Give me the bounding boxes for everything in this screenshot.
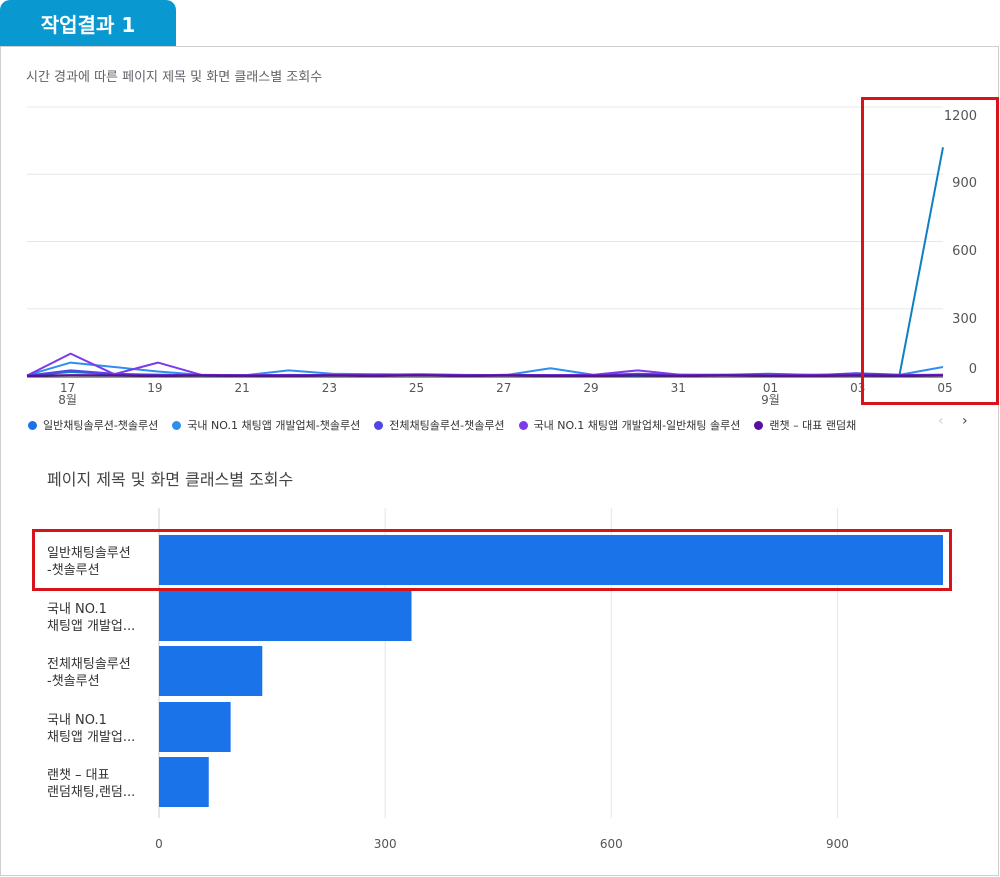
line-x-tick-label: 25 bbox=[409, 381, 424, 395]
bar-category-label: 국내 NO.1 bbox=[47, 602, 107, 617]
legend-label: 전체채팅솔루션-챗솔루션 bbox=[389, 419, 505, 432]
line-x-tick-label: 01 bbox=[763, 381, 778, 395]
legend-item[interactable]: 국내 NO.1 채팅앱 개발업체-챗솔루션 bbox=[172, 417, 360, 433]
bar-category-label: 국내 NO.1 bbox=[47, 713, 107, 728]
legend-label: 국내 NO.1 채팅앱 개발업체-챗솔루션 bbox=[187, 419, 361, 432]
bar-category-label: 전체채팅솔루션 bbox=[47, 657, 131, 672]
bar bbox=[159, 702, 231, 752]
line-x-tick-label: 21 bbox=[234, 381, 249, 395]
bar-x-tick-label: 300 bbox=[374, 837, 397, 851]
legend-item[interactable]: 국내 NO.1 채팅앱 개발업체-일반채팅 솔루션 bbox=[518, 417, 741, 433]
line-month-label: 8월 bbox=[58, 393, 77, 407]
line-chart-title: 시간 경과에 따른 페이지 제목 및 화면 클래스별 조회수 bbox=[26, 70, 323, 85]
legend-label: 일반채팅솔루션-챗솔루션 bbox=[43, 419, 159, 432]
legend-dot-icon bbox=[374, 420, 384, 430]
bar-x-tick-label: 600 bbox=[600, 837, 623, 851]
line-y-tick-label: 0 bbox=[969, 362, 977, 377]
bar-category-label: -챗솔루션 bbox=[47, 563, 100, 578]
bar-category-label: 채팅앱 개발업... bbox=[47, 730, 135, 745]
legend-item[interactable]: 랜챗 – 대표 랜덤채 bbox=[754, 417, 856, 433]
bar bbox=[159, 646, 263, 696]
line-series bbox=[26, 374, 944, 377]
legend-prev-icon[interactable]: ‹ bbox=[938, 413, 944, 429]
line-y-tick-label: 600 bbox=[952, 244, 977, 259]
line-x-tick-label: 27 bbox=[496, 381, 511, 395]
bar-chart-title: 페이지 제목 및 화면 클래스별 조회수 bbox=[47, 470, 294, 489]
legend-dot-icon bbox=[28, 420, 37, 430]
line-y-tick-label: 900 bbox=[952, 176, 977, 191]
bar-category-label: 일반채팅솔루션 bbox=[47, 546, 131, 561]
highlight-box-top-bar bbox=[32, 529, 952, 591]
line-chart-legend: 일반채팅솔루션-챗솔루션 국내 NO.1 채팅앱 개발업체-챗솔루션 전체채팅솔루션… bbox=[28, 414, 948, 436]
line-x-tick-label: 23 bbox=[322, 381, 337, 395]
legend-label: 국내 NO.1 채팅앱 개발업체-일반채팅 솔루션 bbox=[533, 419, 741, 432]
bar-category-label: 랜챗 – 대표 bbox=[47, 768, 110, 783]
bar bbox=[159, 757, 209, 807]
line-month-label: 9월 bbox=[761, 393, 780, 407]
legend-next-icon[interactable]: › bbox=[962, 413, 968, 429]
line-x-tick-label: 05 bbox=[937, 381, 952, 395]
report-panel bbox=[0, 46, 999, 876]
line-x-tick-label: 19 bbox=[147, 381, 162, 395]
bar-x-tick-label: 0 bbox=[155, 837, 163, 851]
legend-dot-icon bbox=[172, 420, 182, 430]
legend-dot-icon bbox=[518, 420, 528, 430]
legend-label: 랜챗 – 대표 랜덤채 bbox=[769, 419, 857, 432]
bar bbox=[159, 591, 412, 641]
bar-category-label: -챗솔루션 bbox=[47, 674, 100, 689]
highlight-box-spike bbox=[861, 97, 999, 405]
legend-item[interactable]: 일반채팅솔루션-챗솔루션 bbox=[28, 417, 158, 433]
bar-category-label: 랜덤채팅,랜덤... bbox=[47, 785, 135, 800]
line-x-tick-label: 17 bbox=[60, 381, 75, 395]
bar bbox=[159, 535, 943, 585]
bar-x-tick-label: 900 bbox=[826, 837, 849, 851]
line-y-tick-label: 300 bbox=[952, 312, 977, 327]
legend-item[interactable]: 전체채팅솔루션-챗솔루션 bbox=[374, 417, 505, 433]
legend-dot-icon bbox=[754, 420, 764, 430]
bar-category-label: 채팅앱 개발업... bbox=[47, 619, 135, 634]
line-x-tick-label: 29 bbox=[583, 381, 598, 395]
line-x-tick-label: 31 bbox=[671, 381, 686, 395]
result-tab[interactable]: 작업결과 1 bbox=[0, 0, 176, 46]
line-y-tick-label: 1200 bbox=[944, 109, 977, 124]
